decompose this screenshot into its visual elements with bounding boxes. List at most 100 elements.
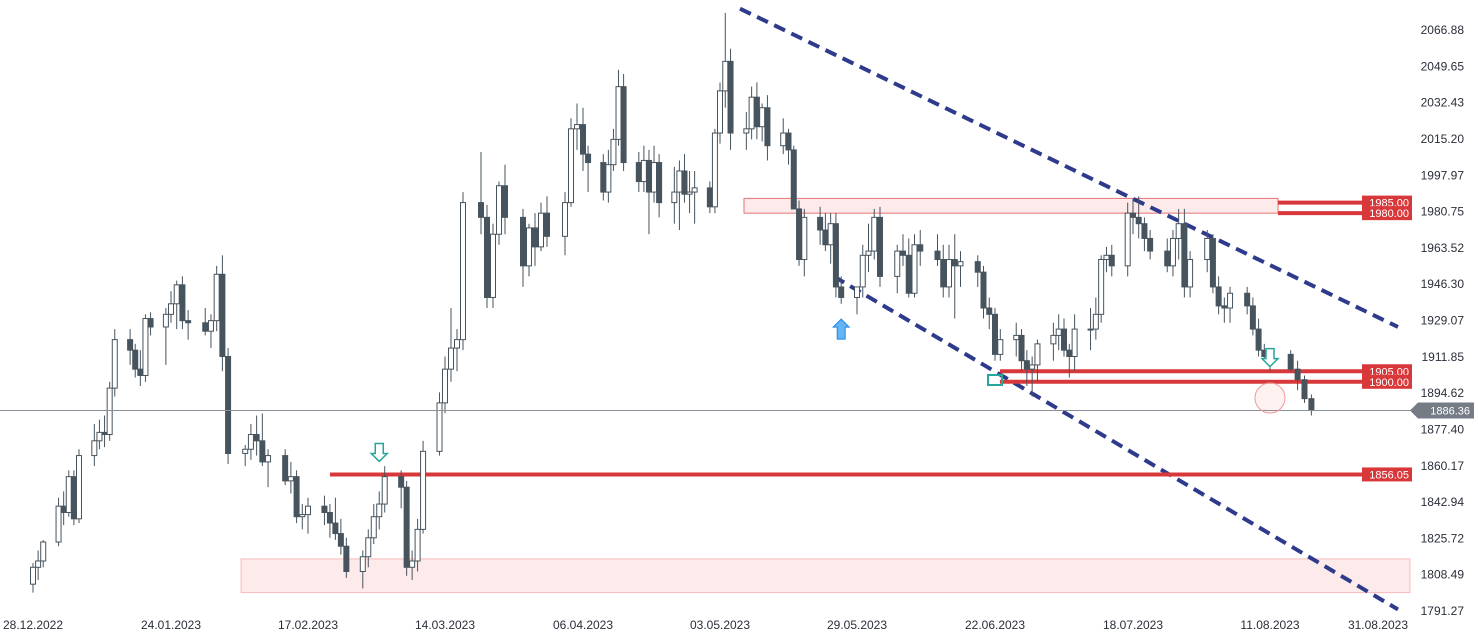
candle-body-up	[911, 244, 918, 294]
candle	[574, 103, 580, 150]
candle	[70, 470, 77, 526]
candle	[219, 255, 226, 372]
candle-body-down	[940, 259, 947, 288]
candle-body-down	[992, 313, 998, 355]
channel-lower-line	[832, 274, 1400, 612]
candle	[96, 419, 103, 450]
candle	[526, 223, 532, 277]
candle-body-up	[743, 128, 750, 134]
candle	[796, 200, 803, 266]
candle	[871, 208, 878, 260]
candle	[656, 154, 663, 218]
candle-body-up	[1034, 343, 1041, 366]
candle-body-up	[35, 560, 42, 568]
candle	[1092, 297, 1099, 340]
y-tick-label: 1825.72	[1421, 531, 1465, 545]
candle	[1050, 322, 1057, 361]
candle	[615, 69, 622, 146]
candle	[1135, 196, 1142, 239]
price-axis[interactable]: 2066.88 2049.65 2032.43 2015.20 1997.97 1980.…	[1421, 23, 1465, 618]
candle-body-up	[854, 286, 860, 298]
candle	[759, 103, 766, 142]
resistance-zone	[743, 197, 1279, 214]
candle	[332, 497, 339, 540]
candle-body-down	[764, 107, 771, 147]
candle-body-down	[484, 216, 490, 298]
candle	[132, 343, 139, 378]
candle	[544, 196, 550, 247]
candle-body-down	[727, 60, 734, 134]
candle	[957, 251, 964, 287]
candle-body-down	[1023, 360, 1030, 370]
level-tag-label: 1980.00	[1369, 208, 1409, 220]
candle-body-down	[832, 223, 839, 288]
candle	[1249, 297, 1256, 336]
candle-body-down	[1308, 398, 1315, 412]
candle	[1124, 202, 1131, 277]
time-axis[interactable]: 28.12.2022 24.01.2023 17.02.2023 14.03.2023…	[3, 618, 1408, 632]
candle-body-up	[30, 566, 36, 585]
candle-body-up	[1103, 254, 1110, 261]
candle-body-up	[55, 505, 62, 543]
candle-body-down	[403, 486, 410, 568]
candle-body-up	[442, 368, 448, 404]
candle-body-down	[785, 132, 792, 151]
candle-body-up	[287, 476, 294, 482]
candle	[1255, 318, 1262, 357]
trend-channel	[739, 6, 1400, 612]
last-price-label: 1886.36	[1430, 406, 1470, 418]
candle-body-up	[162, 313, 169, 328]
buy-arrow-icon	[831, 318, 851, 340]
candle-body-down	[502, 185, 508, 218]
candle	[905, 238, 912, 298]
candle-body-down	[585, 153, 592, 164]
candle-body-up	[490, 233, 496, 298]
candle	[496, 181, 502, 245]
y-tick-label: 1860.17	[1421, 459, 1465, 473]
candle-body-up	[1087, 328, 1094, 331]
candle-body-down	[580, 124, 586, 155]
candle-body-down	[1255, 328, 1262, 351]
candle-body-down	[70, 476, 77, 520]
candle-body-down	[706, 187, 713, 208]
candle	[706, 181, 713, 214]
candle	[785, 128, 792, 165]
candle-body-up	[1175, 223, 1182, 239]
candle-body-up	[247, 433, 254, 450]
candle	[162, 308, 169, 365]
candle	[101, 415, 108, 448]
candle-body-up	[1029, 364, 1036, 370]
candle	[1103, 246, 1110, 273]
x-tick-label: 24.01.2023	[141, 618, 201, 632]
candle	[253, 415, 260, 456]
candle	[1215, 276, 1222, 315]
candle	[65, 470, 72, 517]
candle	[185, 310, 192, 340]
level-tag-1980.00	[1362, 206, 1412, 221]
last-price-tag	[1410, 402, 1474, 419]
candle	[359, 550, 366, 589]
candle-body-down	[147, 318, 154, 328]
candle	[780, 118, 787, 155]
candle	[748, 86, 755, 140]
candle-body-down	[1301, 379, 1308, 400]
candle-body-down	[326, 511, 333, 524]
candle-body-up	[722, 60, 729, 92]
candle	[484, 204, 490, 309]
candle	[442, 356, 448, 414]
candle-body-down	[877, 216, 883, 277]
candle-body-up	[1092, 313, 1099, 330]
y-tick-label: 1963.52	[1421, 241, 1465, 255]
candle	[538, 202, 544, 252]
candle	[259, 413, 266, 467]
candle	[743, 111, 750, 150]
y-tick-label: 1808.49	[1421, 568, 1465, 582]
candle	[460, 192, 466, 351]
candle-body-down	[185, 320, 192, 324]
candle-body-down	[60, 505, 67, 513]
candle-body-down	[905, 254, 912, 294]
candle-body-up	[526, 227, 532, 267]
candle-body-down	[332, 522, 339, 535]
candle	[1169, 230, 1176, 277]
